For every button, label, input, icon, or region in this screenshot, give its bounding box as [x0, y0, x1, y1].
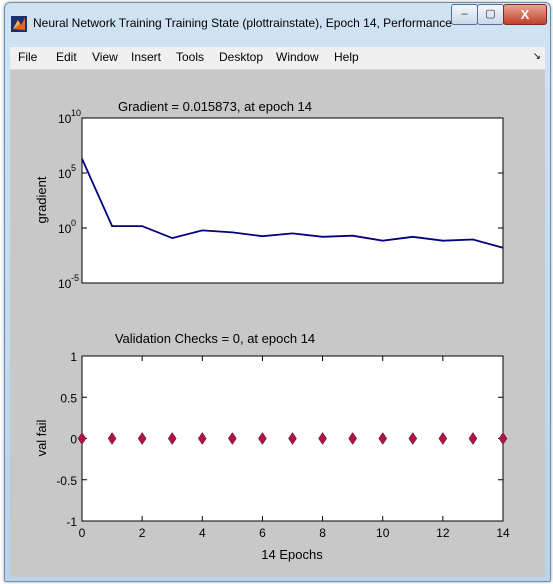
validation-point [288, 432, 297, 445]
y-tick-exponent: 5 [71, 163, 76, 173]
validation-point [318, 432, 327, 445]
x-tick-label: 6 [259, 526, 266, 540]
y-tick-label: 10 [58, 277, 72, 291]
close-button[interactable]: X [503, 4, 547, 25]
maximize-button[interactable]: ▢ [477, 4, 504, 25]
validation-point [77, 432, 87, 445]
y-tick-label: 0 [70, 433, 77, 447]
x-tick-label: 12 [436, 526, 450, 540]
gradient-series-line [81, 158, 504, 249]
y-tick-exponent: 10 [71, 108, 81, 118]
y-tick-label: -1 [66, 515, 77, 529]
figure-canvas: Gradient = 0.015873, at epoch 14 10 -5 10 0… [10, 70, 545, 577]
plots: Gradient = 0.015873, at epoch 14 10 -510 0… [34, 99, 510, 562]
validation-point [107, 432, 117, 445]
gradient-ylabel: gradient [34, 176, 49, 223]
y-tick-label: 10 [58, 112, 72, 126]
y-tick-label: 10 [58, 222, 72, 236]
y-tick-exponent: -5 [71, 273, 79, 283]
validation-x-ticks: 0 2 4 6 8 10 12 14 [79, 356, 510, 540]
y-tick-label: -0.5 [56, 474, 77, 488]
validation-xlabel: 14 Epochs [261, 547, 323, 562]
dock-arrow-icon[interactable]: ↘ [532, 51, 541, 62]
validation-ylabel: val fail [34, 419, 49, 456]
menu-insert[interactable]: Insert [131, 50, 162, 64]
validation-y-ticks: -1 -0.5 0 0.5 1 [56, 350, 503, 529]
menu-file[interactable]: File [18, 50, 38, 64]
menu-view[interactable]: View [92, 50, 118, 64]
menu-edit[interactable]: Edit [56, 50, 77, 64]
validation-point [378, 432, 388, 445]
window-title: Neural Network Training Training State (… [33, 16, 453, 30]
matlab-icon [11, 16, 27, 32]
y-tick-label: 1 [70, 350, 77, 364]
validation-point [348, 432, 357, 445]
x-tick-label: 2 [139, 526, 146, 540]
menu-tools[interactable]: Tools [176, 50, 205, 64]
validation-title: Validation Checks = 0, at epoch 14 [115, 331, 315, 346]
y-tick-exponent: 0 [71, 218, 76, 228]
menu-help[interactable]: Help [334, 50, 359, 64]
validation-point [468, 432, 478, 445]
x-tick-label: 10 [376, 526, 390, 540]
validation-point [258, 432, 267, 445]
validation-point [197, 432, 207, 445]
validation-points [77, 432, 508, 445]
minimize-button[interactable]: – [451, 4, 478, 25]
maximize-icon: ▢ [485, 8, 496, 20]
title-bar[interactable]: Neural Network Training Training State (… [5, 3, 550, 45]
y-tick-label: 0.5 [60, 391, 77, 405]
close-icon: X [520, 7, 530, 22]
validation-point [228, 432, 237, 445]
figure-window: Neural Network Training Training State (… [4, 2, 551, 582]
validation-point [438, 432, 448, 445]
validation-point [137, 432, 147, 445]
validation-point [167, 432, 177, 445]
x-tick-label: 4 [199, 526, 206, 540]
menu-window[interactable]: Window [276, 50, 319, 64]
menu-desktop[interactable]: Desktop [219, 50, 264, 64]
x-tick-label: 8 [319, 526, 326, 540]
validation-point [498, 432, 508, 445]
x-tick-label: 0 [79, 526, 86, 540]
menu-bar: File Edit View Insert Tools Desktop Wind… [10, 47, 545, 70]
validation-plot: Validation Checks = 0, at epoch 14 -1 -0.… [34, 331, 510, 562]
gradient-title: Gradient = 0.015873, at epoch 14 [118, 99, 312, 114]
y-tick-label: 10 [58, 167, 72, 181]
validation-point [408, 432, 418, 445]
gradient-axes [81, 117, 504, 284]
gradient-plot: Gradient = 0.015873, at epoch 14 10 -510 0… [34, 99, 504, 291]
minimize-icon: – [461, 8, 468, 20]
x-tick-label: 14 [496, 526, 510, 540]
